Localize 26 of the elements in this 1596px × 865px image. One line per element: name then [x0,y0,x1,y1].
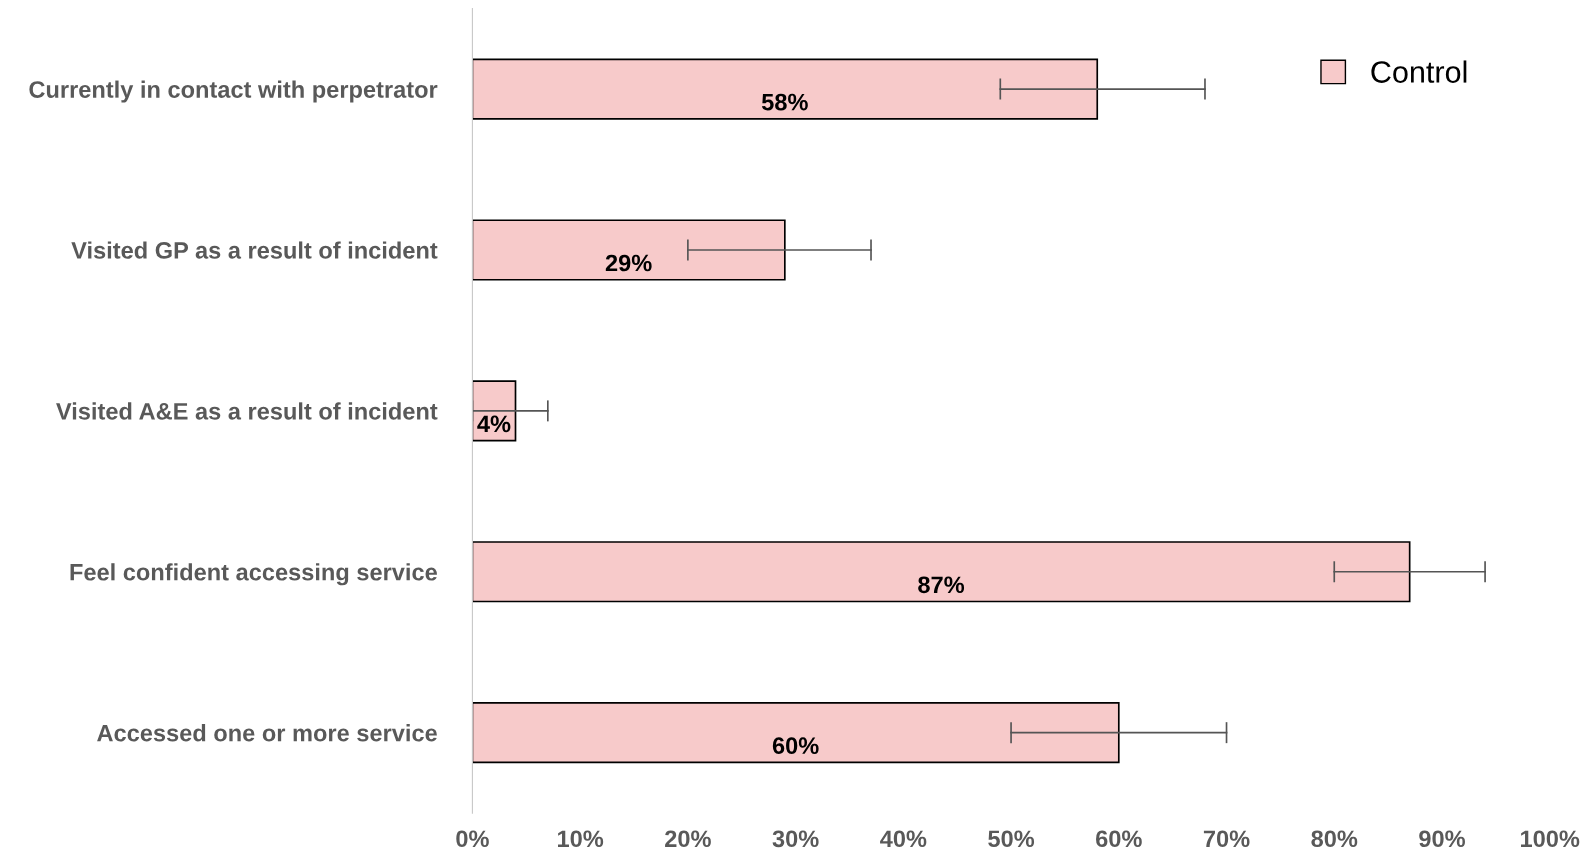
text: 4% [477,415,511,433]
y-tick-label: Accessed one or more service [97,724,437,742]
text: 87% [918,576,965,594]
y-tick-label: Visited A&E as a result of incident [56,402,438,420]
bar [472,219,786,281]
x-tick-label: 90% [1419,830,1465,848]
y-tick-label: Visited GP as a result of incident [71,241,438,259]
text: 58% [761,93,808,111]
x-tick-label: 10% [558,830,604,848]
bar [472,541,1411,603]
bar [472,58,1099,120]
x-tick-label: 30% [772,830,819,848]
y-tick-label: Feel confident accessing service [70,563,437,586]
x-tick-label: 40% [880,830,927,848]
text: 60% [772,737,819,755]
x-tick-label: 60% [1096,830,1142,848]
text: 29% [605,254,652,272]
bar [472,702,1120,764]
x-tick-label: 70% [1203,830,1250,848]
x-tick-label: 50% [988,830,1035,848]
x-tick-label: 20% [665,830,711,848]
legend-label: Control [1371,60,1467,83]
x-tick-label: 0% [456,830,489,848]
x-tick-label: 100% [1521,830,1580,848]
y-tick-label: Currently in contact with perpetrator [29,80,438,103]
x-tick-label: 80% [1311,830,1358,848]
